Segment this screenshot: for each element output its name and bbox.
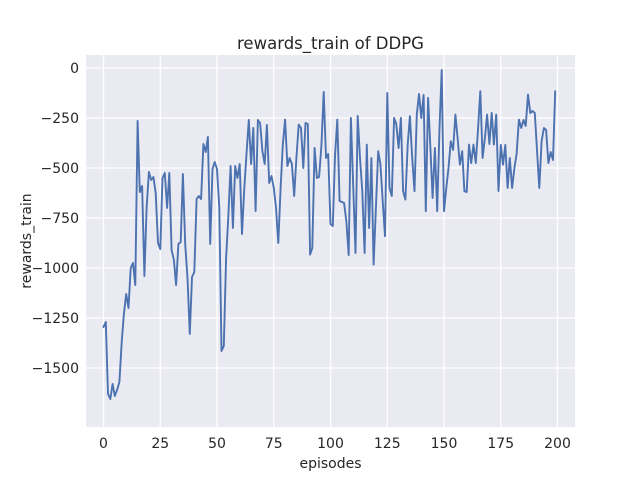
x-tick-label: 200 — [544, 436, 571, 452]
y-tick-labels: 0 −250 −500 −750 −1000 −1250 −1500 — [32, 61, 79, 377]
x-tick-label: 125 — [374, 436, 401, 452]
y-tick-label: −750 — [41, 211, 79, 227]
x-axis-label: episodes — [299, 456, 361, 472]
y-tick-label: 0 — [70, 61, 79, 77]
y-tick-label: −1500 — [32, 361, 79, 377]
y-tick-label: −250 — [41, 111, 79, 127]
x-tick-label: 150 — [431, 436, 458, 452]
gridlines — [86, 55, 575, 427]
x-tick-label: 0 — [99, 436, 108, 452]
y-tick-label: −1000 — [32, 261, 79, 277]
series-line-group — [102, 69, 557, 400]
x-tick-label: 75 — [265, 436, 283, 452]
x-tick-label: 25 — [151, 436, 169, 452]
y-tick-label: −500 — [41, 161, 79, 177]
x-tick-label: 50 — [208, 436, 226, 452]
x-tick-labels: 0 25 50 75 100 125 150 175 200 — [99, 436, 571, 452]
chart-title: rewards_train of DDPG — [237, 34, 424, 54]
series-line — [102, 69, 557, 400]
y-axis-label: rewards_train — [19, 193, 35, 288]
x-tick-label: 100 — [317, 436, 344, 452]
x-tick-label: 175 — [487, 436, 514, 452]
y-tick-label: −1250 — [32, 311, 79, 327]
